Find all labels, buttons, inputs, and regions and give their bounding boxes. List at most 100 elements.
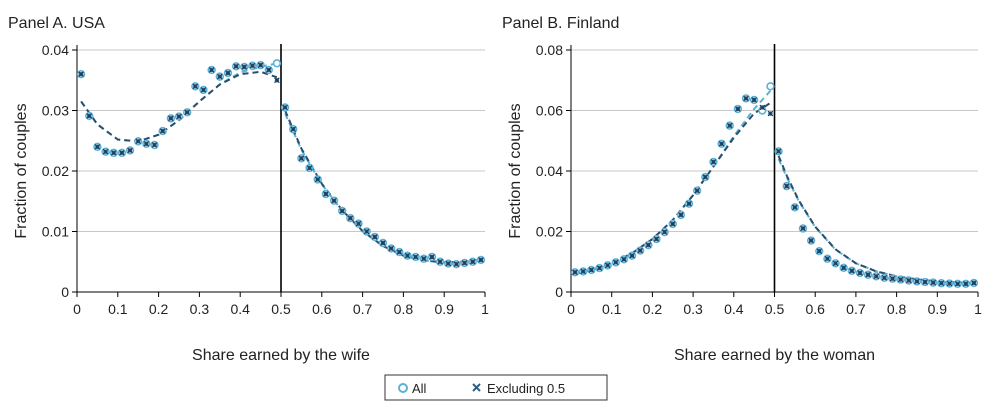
x-tick-label: 0.2 bbox=[149, 301, 169, 317]
y-tick-label: 0.02 bbox=[536, 224, 563, 240]
fit-curve-all-left bbox=[80, 62, 278, 143]
point-excluding-x bbox=[629, 252, 635, 259]
legend-box bbox=[384, 374, 608, 401]
point-excluding-x bbox=[889, 275, 896, 282]
x-tick-label: 0.3 bbox=[683, 301, 703, 317]
point-excluding-x bbox=[775, 148, 782, 155]
point-excluding-x bbox=[94, 143, 101, 150]
point-excluding-x bbox=[857, 270, 863, 276]
point-excluding-x bbox=[743, 95, 749, 102]
point-excluding-x bbox=[946, 280, 953, 287]
point-excluding-x bbox=[110, 150, 117, 156]
point-excluding-x bbox=[355, 220, 362, 227]
fit-curve-all-left bbox=[574, 90, 772, 275]
point-excluding-x bbox=[612, 259, 619, 266]
point-excluding-x bbox=[445, 260, 452, 267]
point-excluding-x bbox=[314, 176, 321, 183]
point-excluding-x bbox=[469, 258, 476, 265]
panel-a-usa: Panel A. USA 0 0.01 0.02 0.03 0.04 0 0.1 0.2 0.3 0… bbox=[8, 15, 489, 364]
y-tick-label: 0.04 bbox=[536, 163, 563, 179]
x-tick-label: 0.6 bbox=[805, 301, 825, 317]
point-excluding-x bbox=[661, 229, 668, 235]
point-excluding-x bbox=[954, 281, 961, 287]
point-excluding-x bbox=[686, 200, 692, 207]
point-excluding-x bbox=[873, 273, 880, 280]
point-excluding-x bbox=[420, 255, 427, 262]
x-tick-label: 0.8 bbox=[394, 301, 414, 317]
legend: All Excluding 0.5 bbox=[384, 374, 608, 401]
x-tick-label: 0.4 bbox=[724, 301, 744, 317]
point-excluding-x bbox=[208, 67, 215, 73]
x-tick-label: 1 bbox=[974, 301, 982, 317]
panel-title: Panel A. USA bbox=[8, 15, 105, 32]
x-tick-label: 1 bbox=[481, 301, 489, 317]
y-tick-label: 0.03 bbox=[42, 103, 69, 119]
point-excluding-x bbox=[751, 97, 757, 103]
point-excluding-x bbox=[363, 228, 370, 235]
point-excluding-x bbox=[816, 248, 823, 254]
point-all bbox=[272, 59, 282, 68]
y-tick-label: 0 bbox=[555, 284, 563, 300]
x-tick-label: 0 bbox=[567, 301, 575, 317]
point-excluding-x bbox=[783, 183, 790, 189]
point-excluding-x bbox=[241, 64, 248, 70]
point-excluding-x bbox=[962, 281, 969, 287]
point-excluding-x bbox=[669, 221, 676, 227]
point-excluding-x bbox=[678, 212, 684, 218]
point-excluding-x bbox=[102, 148, 109, 155]
point-excluding-x bbox=[922, 279, 928, 285]
point-excluding-x bbox=[710, 159, 717, 165]
x-tick-label: 0.6 bbox=[312, 301, 332, 317]
point-excluding-x bbox=[412, 254, 419, 260]
point-excluding-x bbox=[840, 264, 847, 271]
y-tick-label: 0.04 bbox=[42, 42, 69, 58]
x-tick-label: 0.3 bbox=[190, 301, 210, 317]
point-excluding-x bbox=[429, 254, 435, 260]
x-tick-label: 0.1 bbox=[108, 301, 128, 317]
point-excluding-x bbox=[588, 267, 595, 273]
x-tick-label: 0.9 bbox=[928, 301, 948, 317]
point-excluding-x bbox=[372, 234, 378, 240]
point-excluding-x bbox=[572, 269, 578, 276]
point-excluding-x bbox=[865, 271, 871, 278]
point-excluding-x bbox=[323, 191, 329, 197]
point-excluding-x bbox=[478, 257, 484, 263]
point-all bbox=[766, 82, 775, 91]
point-excluding-x bbox=[298, 155, 305, 162]
point-excluding-x bbox=[767, 110, 774, 117]
point-excluding-x bbox=[726, 122, 733, 129]
point-excluding-x bbox=[718, 140, 725, 147]
x-tick-label: 0.9 bbox=[434, 301, 454, 317]
point-excluding-x bbox=[192, 83, 199, 90]
point-excluding-x bbox=[808, 237, 814, 244]
point-excluding-x bbox=[604, 262, 611, 269]
point-excluding-x bbox=[905, 277, 912, 284]
point-excluding-x bbox=[653, 236, 660, 242]
y-axis-label: Fraction of couples bbox=[13, 103, 30, 238]
point-excluding-x bbox=[930, 279, 937, 286]
x-tick-label: 0 bbox=[73, 301, 81, 317]
panel-b-finland: Panel B. Finland 0 0.02 0.04 0.06 0.08 0 0.1 0.2… bbox=[502, 15, 982, 364]
point-excluding-x bbox=[159, 128, 166, 134]
point-excluding-x bbox=[832, 260, 839, 267]
point-excluding-x bbox=[331, 197, 337, 204]
x-tick-label: 0.2 bbox=[643, 301, 663, 317]
point-excluding-x bbox=[914, 278, 920, 285]
point-excluding-x bbox=[596, 265, 603, 271]
fit-curve-excluding-right bbox=[777, 155, 974, 285]
legend-marker-excluding bbox=[472, 383, 481, 392]
point-excluding-x bbox=[971, 280, 977, 286]
x-tick-label: 0.5 bbox=[765, 301, 785, 317]
point-excluding-x bbox=[437, 258, 443, 265]
point-excluding-x bbox=[339, 208, 346, 214]
legend-label-all: All bbox=[412, 381, 427, 396]
y-tick-label: 0.06 bbox=[536, 103, 563, 119]
y-tick-label: 0.02 bbox=[42, 163, 69, 179]
point-excluding-x bbox=[265, 67, 272, 73]
fit-curve-excluding-left bbox=[80, 70, 278, 143]
point-excluding-x bbox=[306, 165, 313, 171]
point-excluding-x bbox=[580, 268, 587, 275]
point-excluding-x bbox=[404, 252, 411, 259]
point-excluding-x bbox=[897, 276, 904, 283]
point-excluding-x bbox=[282, 104, 288, 111]
